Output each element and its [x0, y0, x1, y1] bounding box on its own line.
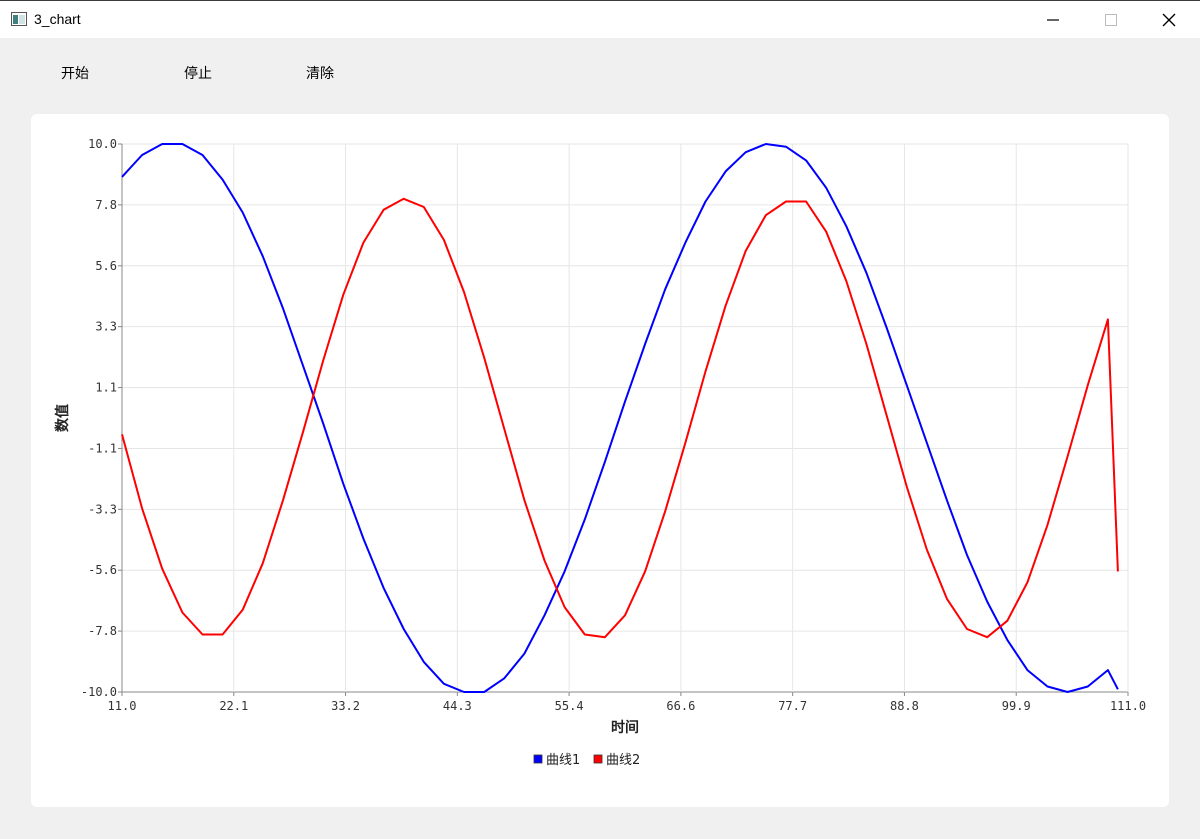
x-tick-label: 44.3	[443, 699, 472, 713]
x-tick-label: 99.9	[1002, 699, 1031, 713]
clear-button[interactable]: 清除	[306, 66, 334, 82]
maximize-icon	[1105, 13, 1117, 26]
x-tick-label: 11.0	[108, 699, 137, 713]
x-tick-label: 33.2	[331, 699, 360, 713]
x-tick-label: 55.4	[555, 699, 584, 713]
app-window-icon	[11, 12, 27, 26]
y-tick-label: -7.8	[88, 624, 117, 638]
x-axis-title: 时间	[611, 719, 639, 736]
x-tick-label: 88.8	[890, 699, 919, 713]
y-tick-label: -3.3	[88, 502, 117, 516]
legend-swatch-2	[593, 754, 603, 764]
y-tick-label: 1.1	[95, 381, 117, 395]
y-tick-label: -5.6	[88, 563, 117, 577]
line-chart: 10.0 7.8 5.6 3.3 1.1 -1.1 -3.3 -5.6 -7.8 -10.011.…	[54, 137, 1146, 768]
title-bar: 3_chart	[0, 0, 1200, 38]
minimize-button[interactable]	[1024, 1, 1082, 38]
y-axis-title: 数值	[54, 404, 71, 432]
close-button[interactable]	[1140, 1, 1198, 38]
legend-label-1: 曲线1	[546, 753, 580, 768]
chart-panel: 10.0 7.8 5.6 3.3 1.1 -1.1 -3.3 -5.6 -7.8 -10.0 11.…	[31, 114, 1169, 807]
y-tick-label: -10.0	[81, 685, 117, 699]
x-tick-label: 66.6	[666, 699, 695, 713]
y-tick-label: 3.3	[95, 320, 117, 334]
x-tick-label: 77.7	[778, 699, 807, 713]
minimize-icon	[1047, 18, 1059, 21]
close-icon	[1162, 13, 1176, 26]
x-tick-label: 22.1	[219, 699, 248, 713]
stop-button[interactable]: 停止	[184, 66, 212, 82]
y-tick-label: 5.6	[95, 259, 117, 273]
y-tick-label: 10.0	[88, 137, 117, 151]
series-line-2	[121, 197, 1119, 639]
window-title: 3_chart	[34, 11, 81, 27]
maximize-button[interactable]	[1082, 1, 1140, 38]
series-line-1	[121, 143, 1119, 693]
legend-label-2: 曲线2	[606, 753, 640, 768]
x-tick-label: 111.0	[1110, 699, 1146, 713]
start-button[interactable]: 开始	[61, 66, 89, 82]
y-tick-label: -1.1	[88, 441, 117, 455]
legend-swatch-1	[533, 754, 543, 764]
y-tick-label: 7.8	[95, 198, 117, 212]
